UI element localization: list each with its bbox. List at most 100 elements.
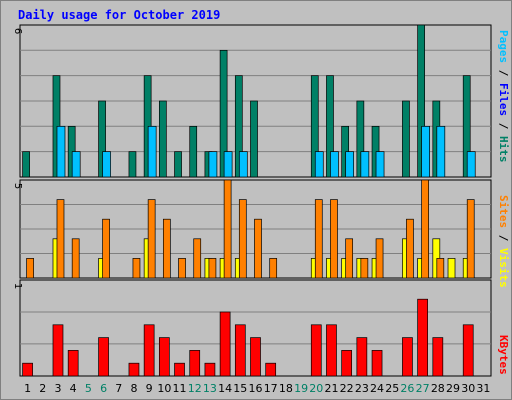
bar-kbytes-day-26 bbox=[402, 337, 413, 377]
bar-visits-day-16 bbox=[254, 218, 262, 279]
bar-hits-day-27 bbox=[417, 24, 425, 178]
bar-kbytes-day-20 bbox=[310, 324, 322, 377]
bar-visits-day-28 bbox=[436, 258, 445, 279]
bar-visits-day-26 bbox=[406, 218, 414, 279]
day-label-4: 4 bbox=[70, 382, 77, 395]
day-label-27: 27 bbox=[416, 382, 430, 395]
bar-hits-day-12 bbox=[189, 125, 198, 178]
side-label-part-0: Sites bbox=[497, 195, 510, 228]
bar-visits-day-1 bbox=[26, 258, 34, 279]
bar-hits-day-14 bbox=[219, 49, 228, 178]
day-label-23: 23 bbox=[355, 382, 369, 395]
bar-kbytes-day-6 bbox=[98, 337, 109, 377]
side-label-part-4: Hits bbox=[497, 136, 510, 163]
bar-files-day-14 bbox=[223, 151, 233, 178]
bar-visits-day-17 bbox=[269, 258, 278, 279]
day-label-2: 2 bbox=[39, 382, 46, 395]
bar-hits-day-20 bbox=[310, 75, 319, 178]
day-label-15: 15 bbox=[233, 382, 247, 395]
bar-kbytes-day-9 bbox=[143, 324, 155, 377]
day-label-14: 14 bbox=[218, 382, 232, 395]
bar-kbytes-day-8 bbox=[128, 362, 140, 377]
day-label-20: 20 bbox=[309, 382, 323, 395]
day-label-17: 17 bbox=[264, 382, 278, 395]
day-label-28: 28 bbox=[431, 382, 445, 395]
bar-visits-day-22 bbox=[345, 238, 354, 279]
side-label-part-1: / bbox=[497, 228, 510, 248]
side-label-part-1: / bbox=[497, 63, 510, 83]
day-label-9: 9 bbox=[146, 382, 153, 395]
bar-visits-day-9 bbox=[147, 199, 156, 279]
side-label-sites-visits: Sites / Visits bbox=[497, 195, 510, 288]
day-label-3: 3 bbox=[54, 382, 61, 395]
side-label-part-2: Visits bbox=[497, 248, 510, 288]
day-label-22: 22 bbox=[340, 382, 354, 395]
day-label-18: 18 bbox=[279, 382, 293, 395]
bar-kbytes-day-16 bbox=[250, 337, 261, 377]
day-label-7: 7 bbox=[115, 382, 122, 395]
side-label-part-0: Pages bbox=[497, 30, 510, 63]
bar-files-day-24 bbox=[375, 151, 385, 178]
day-label-16: 16 bbox=[249, 382, 263, 395]
bar-files-day-6 bbox=[102, 151, 111, 178]
bar-kbytes-day-11 bbox=[174, 362, 185, 377]
day-label-8: 8 bbox=[130, 382, 137, 395]
bar-visits-day-14 bbox=[223, 179, 232, 279]
bar-kbytes-day-28 bbox=[432, 337, 444, 377]
bar-files-day-22 bbox=[345, 151, 355, 178]
bar-kbytes-day-13 bbox=[204, 362, 216, 377]
bar-hits-day-8 bbox=[128, 151, 137, 178]
day-label-26: 26 bbox=[400, 382, 414, 395]
bar-hits-day-21 bbox=[326, 75, 334, 178]
side-label-pages-files-hits: Pages / Files / Hits bbox=[497, 30, 510, 163]
bar-kbytes-day-15 bbox=[234, 324, 246, 377]
bar-kbytes-day-23 bbox=[356, 337, 368, 377]
bar-hits-day-16 bbox=[250, 100, 258, 178]
day-label-24: 24 bbox=[370, 382, 384, 395]
bar-kbytes-day-24 bbox=[371, 350, 383, 377]
side-label-part-3: / bbox=[497, 116, 510, 136]
bar-files-day-20 bbox=[314, 151, 324, 178]
bar-kbytes-day-30 bbox=[462, 324, 474, 377]
bar-kbytes-day-3 bbox=[52, 324, 64, 377]
bar-visits-day-4 bbox=[71, 238, 80, 279]
bar-kbytes-day-10 bbox=[158, 337, 170, 377]
side-label-part-2: Files bbox=[497, 83, 510, 116]
bar-kbytes-day-22 bbox=[341, 350, 353, 377]
bar-visits-day-3 bbox=[56, 199, 65, 279]
bar-hits-day-26 bbox=[402, 100, 410, 178]
bar-visits-day-30 bbox=[466, 199, 475, 279]
bar-hits-day-15 bbox=[234, 75, 243, 178]
day-label-11: 11 bbox=[173, 382, 187, 395]
bar-kbytes-day-17 bbox=[265, 362, 277, 377]
day-label-29: 29 bbox=[446, 382, 460, 395]
bar-visits-day-6 bbox=[102, 218, 110, 279]
bar-visits-day-8 bbox=[132, 258, 141, 279]
bar-files-day-28 bbox=[436, 125, 446, 178]
bar-visits-day-24 bbox=[375, 238, 384, 279]
day-label-5: 5 bbox=[85, 382, 92, 395]
ymax-label-kbytes: 1 bbox=[12, 283, 23, 289]
day-label-30: 30 bbox=[461, 382, 475, 395]
bar-hits-day-1 bbox=[22, 151, 30, 178]
chart-title: Daily usage for October 2019 bbox=[18, 8, 220, 22]
bar-visits-day-15 bbox=[238, 199, 247, 279]
ymax-label-hits_files_pages: 6 bbox=[12, 28, 23, 34]
bar-visits-day-11 bbox=[178, 258, 186, 279]
day-label-1: 1 bbox=[24, 382, 31, 395]
day-label-19: 19 bbox=[294, 382, 308, 395]
bar-kbytes-day-14 bbox=[219, 311, 231, 377]
bar-files-day-13 bbox=[208, 151, 218, 178]
bar-files-day-3 bbox=[56, 125, 66, 178]
bar-visits-day-13 bbox=[208, 258, 217, 279]
bar-hits-day-30 bbox=[462, 75, 471, 178]
bar-files-day-21 bbox=[330, 151, 339, 178]
day-label-25: 25 bbox=[385, 382, 399, 395]
bar-files-day-9 bbox=[147, 125, 157, 178]
day-label-13: 13 bbox=[203, 382, 217, 395]
side-label-kbytes: KBytes bbox=[497, 335, 510, 375]
day-label-10: 10 bbox=[157, 382, 171, 395]
bar-kbytes-day-1 bbox=[22, 362, 33, 377]
